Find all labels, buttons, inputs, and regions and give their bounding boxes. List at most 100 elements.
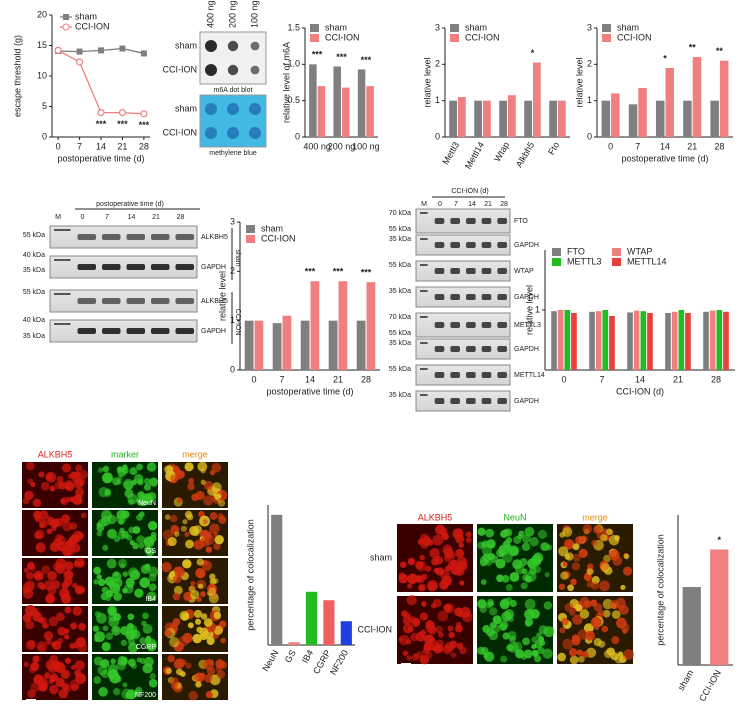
cell — [578, 548, 588, 558]
cell — [187, 483, 195, 491]
x-tick-label: 14 — [635, 374, 645, 384]
cell — [429, 547, 440, 559]
cell — [25, 620, 35, 630]
cell — [213, 578, 219, 584]
cell — [181, 612, 189, 621]
blot-strip — [49, 225, 198, 249]
cell — [593, 525, 602, 534]
cell — [100, 592, 109, 601]
cell — [72, 494, 83, 505]
cell — [557, 652, 567, 662]
cell — [71, 683, 79, 692]
bar — [508, 95, 516, 137]
cell — [139, 500, 146, 506]
cell — [192, 633, 202, 644]
cell — [137, 491, 145, 499]
legend-label: METTL14 — [627, 256, 667, 266]
bar — [338, 281, 348, 370]
legend-label: WTAP — [627, 246, 652, 256]
legend-marker — [62, 23, 70, 31]
cell — [524, 617, 534, 627]
bar — [671, 311, 678, 370]
cell — [23, 661, 30, 668]
protein-label: GAPDH — [514, 242, 539, 249]
cell — [480, 579, 487, 585]
cell — [98, 687, 108, 697]
cell — [75, 464, 83, 472]
cell — [111, 571, 122, 582]
cell — [111, 625, 121, 636]
y-tick-label: 3 — [230, 216, 235, 226]
blot-band — [450, 268, 460, 274]
column-label: 400 ng — [205, 0, 215, 28]
legend-label: CCI-ION — [261, 233, 296, 243]
cell — [442, 544, 453, 555]
blot-band — [434, 346, 445, 352]
legend-swatch — [612, 258, 621, 266]
annotation: *** — [336, 52, 347, 62]
cell — [600, 534, 608, 542]
cell — [74, 585, 84, 595]
x-tick-label: 100 ng — [352, 141, 380, 151]
annotation: * — [717, 535, 721, 545]
cell — [74, 660, 85, 671]
cell — [191, 493, 199, 502]
cell — [452, 528, 464, 540]
blot-band — [102, 328, 121, 334]
cell — [565, 552, 574, 561]
ladder-band — [54, 229, 71, 231]
cell — [572, 543, 580, 551]
y-tick-label: 1.0 — [287, 59, 300, 69]
blot-strip — [49, 319, 198, 343]
blot-strip — [415, 208, 511, 234]
cell — [200, 479, 206, 485]
bar — [499, 100, 507, 137]
x-tick-label: CCI-ION — [697, 668, 723, 703]
annotation: ** — [689, 42, 697, 52]
cell — [582, 604, 589, 610]
blot-band — [434, 268, 445, 274]
cell — [93, 676, 102, 684]
ladder-band — [420, 368, 428, 370]
cell — [30, 482, 36, 488]
column-header: ALKBH5 — [38, 449, 73, 459]
cell — [602, 598, 613, 610]
cell — [450, 559, 457, 566]
blot-band — [497, 346, 507, 352]
x-tick-label: GS — [283, 648, 298, 664]
cell — [601, 625, 609, 633]
x-axis-label: postoperative time (d) — [621, 153, 708, 163]
cell — [128, 498, 135, 506]
cell — [203, 495, 214, 506]
cell — [75, 487, 84, 497]
cell — [75, 673, 87, 684]
blot-band — [175, 264, 194, 270]
cell — [439, 580, 449, 590]
cell — [542, 648, 553, 659]
cell — [208, 593, 219, 604]
x-tick-label: 200 ng — [328, 141, 356, 151]
lane-label: 7 — [454, 201, 458, 208]
cell — [110, 658, 116, 665]
bar — [549, 100, 557, 137]
ladder-band — [54, 323, 71, 325]
cell — [32, 614, 39, 622]
cell — [127, 637, 136, 646]
dot-blot-image — [199, 31, 267, 85]
cell — [148, 573, 157, 582]
cell — [514, 564, 525, 575]
cell — [143, 483, 151, 491]
cell — [488, 630, 499, 641]
cell — [78, 622, 86, 631]
legend-label: sham — [465, 22, 487, 32]
protein-label: FTO — [514, 218, 528, 225]
bar — [692, 57, 702, 137]
blot-band — [434, 218, 445, 224]
cell — [63, 634, 70, 640]
bar — [305, 591, 318, 645]
ladder-band — [54, 259, 71, 261]
cell — [200, 468, 206, 474]
y-tick-label: 5 — [42, 101, 47, 111]
cell — [543, 601, 553, 610]
cell — [610, 652, 619, 661]
